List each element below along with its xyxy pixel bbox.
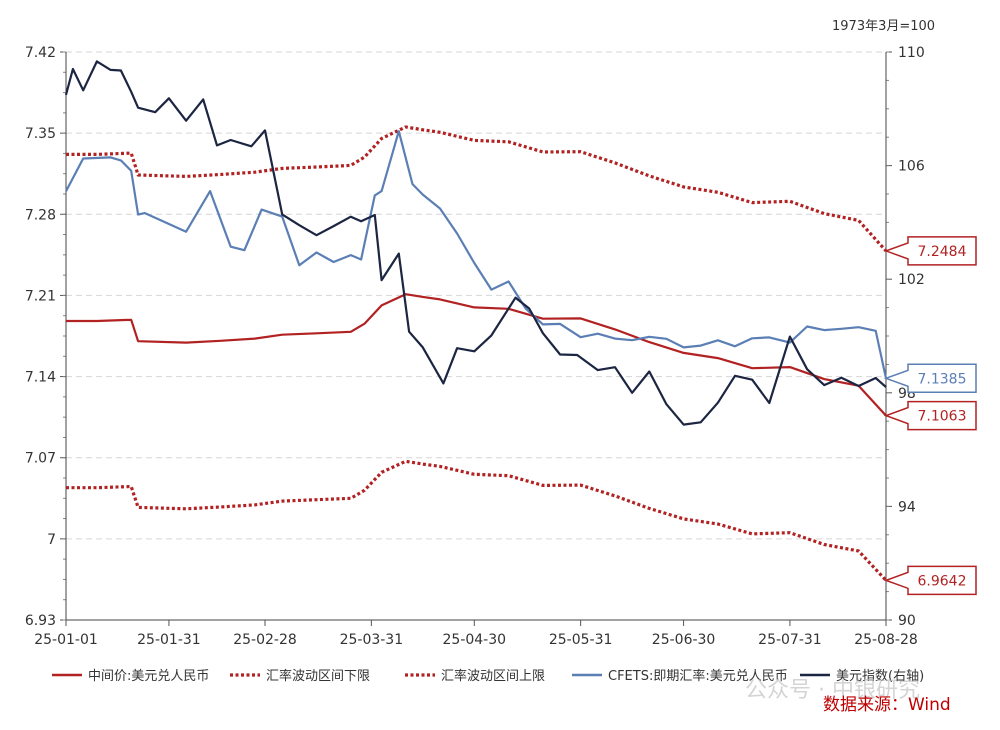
x-tick-label: 25-03-31 — [340, 632, 404, 648]
legend: 中间价:美元兑人民币 汇率波动区间下限 汇率波动区间上限 CFETS:即期汇率:美元兑… — [52, 668, 924, 684]
x-tick-label: 25-06-30 — [652, 632, 716, 648]
legend-label: 汇率波动区间上限 — [441, 668, 545, 684]
right-tick-label: 106 — [898, 159, 925, 175]
left-tick-label: 7.14 — [25, 370, 56, 386]
left-tick-label: 7.28 — [25, 207, 56, 223]
callout-box — [883, 363, 977, 394]
grid-lines — [66, 51, 886, 540]
series-line-4 — [64, 60, 887, 426]
left-tick-label: 7.21 — [25, 288, 56, 304]
series-group — [64, 60, 888, 582]
legend-label: 美元指数(右轴) — [836, 669, 924, 684]
series-line-2 — [66, 125, 888, 252]
callout-label: 7.2484 — [918, 244, 967, 260]
left-tick-label: 7.35 — [25, 126, 56, 142]
legend-label: 中间价:美元兑人民币 — [88, 669, 209, 684]
x-tick-label: 25-02-28 — [233, 632, 297, 648]
legend-label: CFETS:即期汇率:美元兑人民币 — [608, 668, 788, 684]
axes: 6.9377.077.147.217.287.357.4290949810210… — [25, 45, 925, 648]
x-tick-label: 25-01-01 — [34, 632, 98, 648]
value-callouts: 7.2484 7.1385 7.1063 6.9642 — [883, 236, 977, 596]
x-tick-label: 25-01-31 — [137, 632, 201, 648]
left-tick-label: 7 — [47, 532, 56, 548]
callout-box — [883, 236, 977, 266]
watermark-text: 公众号 · 中银研究 — [745, 678, 920, 703]
legend-label: 汇率波动区间下限 — [266, 668, 370, 684]
right-tick-label: 110 — [898, 45, 925, 61]
series-line-0 — [66, 293, 887, 417]
callout-label: 7.1385 — [918, 371, 967, 387]
right-tick-label: 90 — [898, 613, 916, 629]
left-tick-label: 7.42 — [25, 45, 56, 61]
callout-label: 6.9642 — [918, 573, 967, 589]
callout-box — [883, 400, 977, 431]
right-tick-label: 102 — [898, 272, 925, 288]
unit-note: 1973年3月=100 — [832, 19, 935, 34]
right-tick-label: 94 — [898, 499, 916, 515]
x-tick-label: 25-07-31 — [758, 632, 822, 648]
series-line-1 — [66, 459, 888, 582]
left-tick-label: 7.07 — [25, 451, 56, 467]
series-line-3 — [65, 130, 888, 379]
x-tick-label: 25-05-31 — [549, 632, 613, 648]
callout-label: 7.1063 — [918, 409, 967, 425]
x-tick-label: 25-04-30 — [443, 632, 507, 648]
callout-box — [883, 565, 977, 596]
x-tick-label: 25-08-28 — [854, 632, 918, 648]
left-tick-label: 6.93 — [25, 613, 56, 629]
data-source: 数据来源：Wind — [823, 695, 951, 715]
